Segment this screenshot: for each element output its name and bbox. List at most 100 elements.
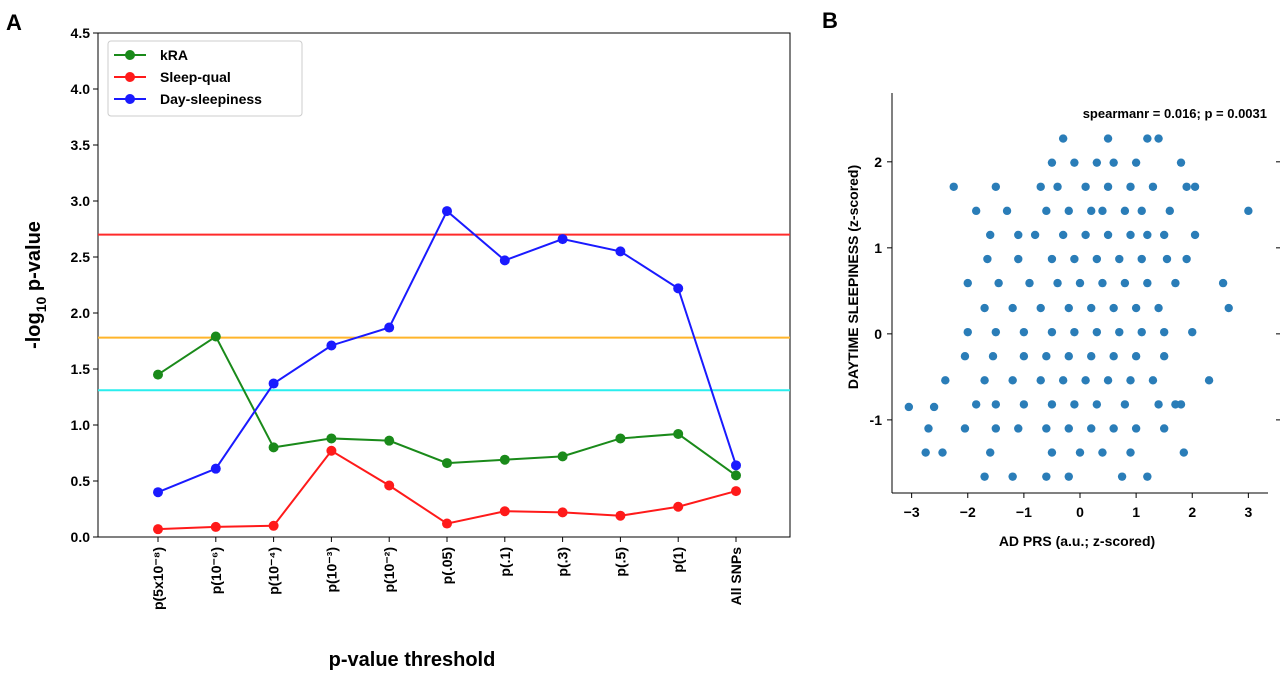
scatter-point	[1188, 327, 1197, 337]
series-point-kra	[442, 458, 452, 469]
scatter-point	[949, 182, 958, 191]
scatter-point	[1087, 352, 1096, 361]
scatter-point	[921, 448, 930, 457]
scatter-point	[1019, 327, 1029, 337]
scatter-point	[1154, 303, 1163, 313]
scatter-point	[1019, 400, 1029, 409]
scatter-point	[1070, 254, 1079, 264]
scatter-point	[994, 278, 1003, 288]
scatter-point	[1092, 400, 1102, 409]
chart-b-annotation: spearmanr = 0.016; p = 0.0031	[1083, 106, 1267, 121]
chart-b-y-tick-label: -1	[870, 412, 883, 428]
scatter-point	[1154, 134, 1163, 143]
scatter-point	[1042, 472, 1051, 481]
scatter-point	[1120, 400, 1130, 409]
chart-a-y-tick-label: 4.5	[71, 25, 91, 41]
scatter-point	[1092, 327, 1102, 337]
scatter-point	[1131, 352, 1141, 361]
series-point-kra	[268, 442, 279, 453]
scatter-point	[1064, 424, 1073, 433]
scatter-point	[1126, 376, 1135, 385]
chart-b-y-tick-label: 0	[874, 326, 882, 342]
scatter-point	[1109, 303, 1118, 313]
scatter-point	[1064, 303, 1073, 313]
scatter-point	[1182, 182, 1191, 191]
scatter-point	[1117, 472, 1127, 481]
chart-a: 0.0 0.5 1.0 1.5 2.0 2.5 3.0 3.5 4.0 4.5 p(5x10⁻⁸)…	[23, 25, 791, 671]
scatter-point	[1087, 424, 1096, 433]
scatter-point	[983, 254, 992, 264]
series-point-day-sleepiness	[384, 322, 395, 333]
series-point-sleep-qual	[673, 501, 684, 512]
scatter-point	[1204, 376, 1214, 385]
scatter-point	[1143, 278, 1152, 288]
chart-a-x-tick-label: p(5x10⁻⁸)	[150, 547, 166, 610]
scatter-point	[1036, 376, 1045, 385]
chart-b-x-tick-label: 2	[1188, 504, 1196, 520]
scatter-point	[1075, 448, 1085, 457]
chart-a-legend-box	[107, 40, 303, 117]
scatter-point	[1030, 230, 1040, 240]
chart-a-x-tick-label: p(.1)	[497, 547, 513, 577]
scatter-point	[1019, 352, 1029, 361]
scatter-point	[1126, 448, 1135, 457]
scatter-point	[1115, 327, 1124, 337]
scatter-point	[1064, 352, 1073, 361]
series-point-day-sleepiness	[731, 460, 741, 471]
scatter-point	[938, 448, 947, 457]
scatter-point	[1165, 206, 1174, 216]
scatter-point	[1047, 327, 1057, 337]
scatter-point	[1098, 278, 1107, 288]
scatter-point	[1047, 448, 1057, 457]
chart-b-y-tick-label: 1	[874, 240, 882, 256]
scatter-point	[1131, 158, 1141, 167]
series-point-sleep-qual	[326, 445, 337, 456]
scatter-point	[1131, 303, 1141, 313]
scatter-point	[1008, 472, 1017, 481]
scatter-point	[1025, 278, 1034, 288]
scatter-point	[1047, 158, 1057, 167]
series-point-kra	[210, 331, 221, 342]
chart-b-y-tick-label: 2	[874, 154, 882, 170]
scatter-point	[986, 448, 995, 457]
scatter-point	[1162, 254, 1172, 264]
scatter-point	[986, 230, 995, 240]
scatter-point	[1008, 303, 1017, 313]
scatter-point	[1081, 230, 1090, 240]
chart-b-x-tick-label: −2	[960, 504, 976, 520]
chart-a-x-axis-title: p-value threshold	[329, 649, 496, 671]
scatter-point	[1159, 424, 1169, 433]
scatter-point	[1036, 303, 1045, 313]
scatter-point	[1218, 278, 1228, 288]
chart-a-x-tick-label: p(.05)	[439, 547, 455, 584]
scatter-point	[963, 327, 972, 337]
series-point-sleep-qual	[557, 507, 568, 518]
chart-b: -1 0 1 2 −3 −2 −1 0 1 2 3 spearmanr = 0.016; p = …	[845, 93, 1280, 549]
chart-a-x-tick-label: p(10⁻³)	[323, 547, 339, 593]
series-point-sleep-qual	[153, 524, 163, 535]
legend-marker-day-sleepiness	[125, 94, 135, 104]
scatter-point	[1098, 206, 1107, 216]
scatter-point	[1087, 206, 1096, 216]
series-point-sleep-qual	[615, 510, 626, 521]
series-point-kra	[499, 454, 510, 465]
series-point-kra	[615, 433, 626, 444]
chart-b-y-axis-title: DAYTIME SLEEPINESS (z-scored)	[845, 165, 861, 389]
scatter-point	[1148, 182, 1158, 191]
scatter-point	[1042, 352, 1051, 361]
series-point-sleep-qual	[442, 518, 452, 529]
scatter-point	[1053, 278, 1062, 288]
scatter-point	[1143, 134, 1152, 143]
panel-a-letter: A	[6, 10, 22, 35]
series-point-sleep-qual	[384, 480, 395, 491]
scatter-point	[1042, 424, 1051, 433]
scatter-point	[1109, 158, 1118, 167]
scatter-point	[980, 303, 989, 313]
scatter-point	[1143, 230, 1152, 240]
scatter-point	[1137, 206, 1146, 216]
scatter-point	[1171, 400, 1180, 409]
series-point-day-sleepiness	[557, 234, 568, 245]
chart-b-x-tick-label: −1	[1016, 504, 1032, 520]
series-point-day-sleepiness	[326, 340, 337, 351]
chart-a-y-tick-label: 0.5	[71, 473, 91, 489]
